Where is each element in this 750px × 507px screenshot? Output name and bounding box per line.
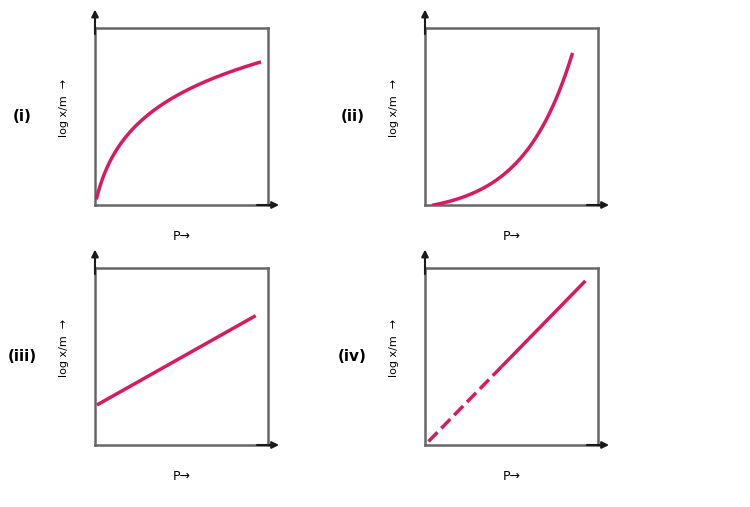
Text: (iii): (iii) [8,349,37,364]
Text: (ii): (ii) [340,109,364,124]
Text: P→: P→ [172,470,190,483]
Text: (i): (i) [13,109,32,124]
Text: P→: P→ [503,230,520,243]
Text: P→: P→ [172,230,190,243]
Text: log x/m  →: log x/m → [388,79,399,137]
Text: (iv): (iv) [338,349,367,364]
Text: log x/m  →: log x/m → [58,79,69,137]
Text: log x/m  →: log x/m → [58,318,69,377]
Text: log x/m  →: log x/m → [388,318,399,377]
Text: P→: P→ [503,470,520,483]
